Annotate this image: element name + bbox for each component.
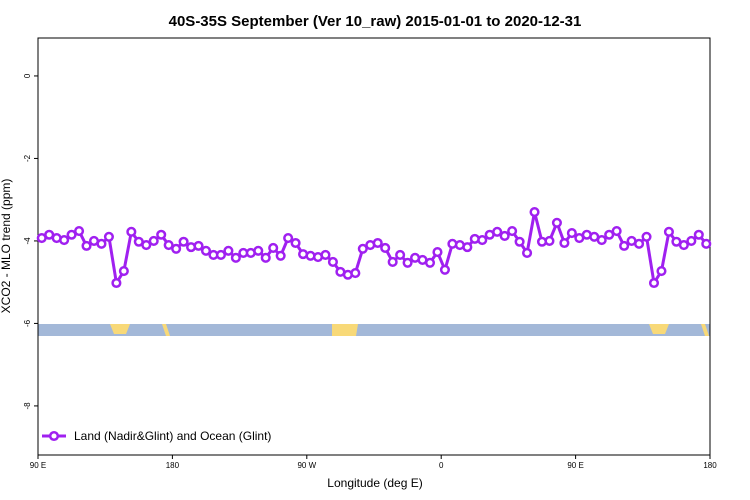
data-point xyxy=(507,225,518,237)
y-tick-label: -4 xyxy=(23,237,32,245)
data-point xyxy=(678,240,689,251)
data-point xyxy=(380,242,391,253)
data-point xyxy=(395,249,406,261)
x-tick-label: 90 E xyxy=(567,461,583,470)
data-point xyxy=(156,229,167,240)
data-point xyxy=(193,240,204,251)
data-point xyxy=(634,238,645,249)
data-point xyxy=(118,265,129,277)
data-point xyxy=(275,250,286,261)
y-tick-label: -6 xyxy=(23,319,32,327)
data-point xyxy=(439,264,450,275)
data-point xyxy=(529,207,540,218)
data-point xyxy=(693,229,704,240)
data-point xyxy=(477,235,488,246)
data-point xyxy=(656,265,667,277)
data-point xyxy=(514,236,525,247)
data-point xyxy=(462,242,473,253)
y-tick-label: -2 xyxy=(23,154,32,162)
data-point xyxy=(559,237,570,249)
data-point xyxy=(283,232,294,244)
data-point xyxy=(163,240,174,251)
data-point xyxy=(215,249,226,261)
data-point xyxy=(327,256,338,268)
data-point xyxy=(141,240,152,251)
data-point xyxy=(648,277,660,289)
data-point xyxy=(424,257,436,268)
data-point xyxy=(178,236,189,247)
data-point xyxy=(290,237,301,249)
x-tick-label: 180 xyxy=(166,461,180,470)
data-point xyxy=(200,245,212,256)
legend-label: Land (Nadir&Glint) and Ocean (Glint) xyxy=(74,429,271,443)
legend-marker xyxy=(48,430,60,442)
y-axis-label: XCO2 - MLO trend (ppm) xyxy=(0,179,13,314)
data-point xyxy=(641,231,652,242)
data-point xyxy=(596,235,607,246)
data-point xyxy=(663,226,674,237)
data-point xyxy=(357,243,368,254)
data-point xyxy=(126,226,137,237)
data-point xyxy=(551,217,562,228)
x-axis-label: Longitude (deg E) xyxy=(327,476,422,490)
data-point xyxy=(111,277,122,289)
x-tick-label: 90 E xyxy=(30,461,46,470)
data-point xyxy=(387,256,398,268)
data-point xyxy=(96,238,107,249)
data-point xyxy=(566,228,577,239)
data-point xyxy=(230,252,241,263)
data-point xyxy=(59,235,70,246)
data-point xyxy=(701,238,712,249)
data-point xyxy=(544,235,555,246)
data-point xyxy=(604,229,615,240)
data-point xyxy=(260,252,271,263)
data-point xyxy=(320,249,331,261)
chart-title: 40S-35S September (Ver 10_raw) 2015-01-0… xyxy=(169,13,582,30)
data-point xyxy=(492,226,503,237)
data-point xyxy=(81,240,92,251)
x-tick-label: 90 W xyxy=(297,461,316,470)
data-point xyxy=(350,268,361,279)
data-point xyxy=(522,247,533,258)
data-point xyxy=(223,245,234,256)
x-tick-label: 0 xyxy=(439,461,444,470)
data-point xyxy=(499,230,510,242)
land-ocean-strip xyxy=(38,324,710,336)
data-point xyxy=(372,237,383,249)
data-point xyxy=(103,231,114,242)
data-point xyxy=(402,257,413,268)
y-tick-label: -8 xyxy=(23,402,32,410)
data-point xyxy=(686,235,697,246)
x-tick-label: 180 xyxy=(703,461,717,470)
data-point xyxy=(432,247,443,258)
y-tick-label: 0 xyxy=(23,73,32,78)
data-point xyxy=(268,242,279,253)
data-point xyxy=(611,225,622,237)
data-point xyxy=(253,245,264,256)
data-point xyxy=(66,229,77,240)
data-point xyxy=(74,225,85,237)
data-point xyxy=(148,235,159,246)
data-point xyxy=(619,240,630,251)
data-point xyxy=(171,243,182,254)
